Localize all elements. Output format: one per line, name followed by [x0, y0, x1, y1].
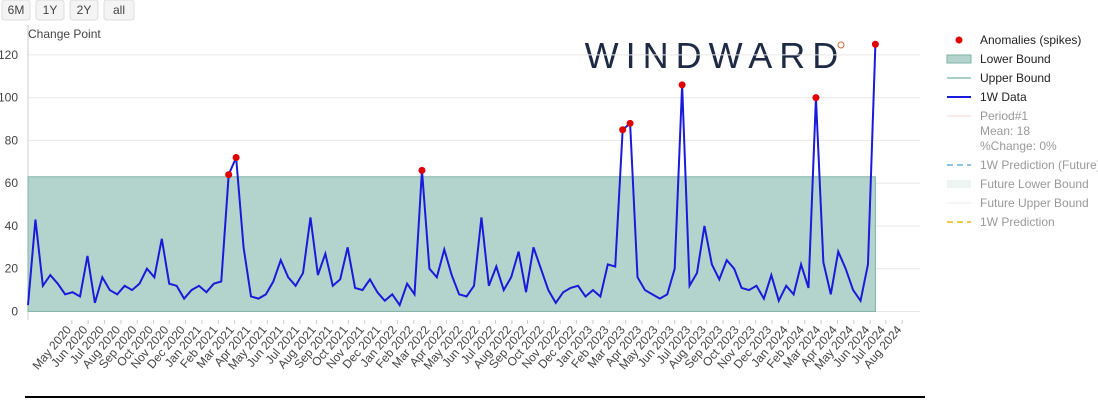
button-label[interactable]: all — [113, 3, 125, 17]
range-button[interactable]: all — [103, 0, 135, 21]
y-tick-label: 100 — [0, 91, 18, 105]
legend-item[interactable]: Period#1 — [947, 109, 1028, 123]
legend-item[interactable]: Lower Bound — [946, 52, 1051, 66]
legend-item[interactable]: 1W Data — [947, 90, 1027, 104]
legend-item[interactable]: Future Lower Bound — [947, 177, 1089, 191]
legend-label: 1W Prediction (Future) — [980, 158, 1098, 172]
legend-label: 1W Prediction — [980, 215, 1055, 229]
anomaly-point — [678, 81, 686, 89]
button-bg[interactable] — [103, 0, 135, 21]
legend-swatch — [955, 36, 963, 44]
button-label[interactable]: 2Y — [77, 3, 92, 17]
y-tick-label: 80 — [5, 133, 19, 147]
legend-label: Mean: 18 — [980, 124, 1030, 138]
button-bg[interactable] — [35, 0, 65, 21]
range-button[interactable]: 6M — [1, 0, 31, 21]
legend-swatch — [946, 54, 972, 64]
button-bg[interactable] — [1, 0, 31, 21]
y-tick-label: 120 — [0, 48, 18, 62]
legend-label: %Change: 0% — [980, 139, 1057, 153]
legend-label: Lower Bound — [980, 52, 1051, 66]
legend-item[interactable]: 1W Prediction — [947, 215, 1055, 229]
button-label[interactable]: 1Y — [43, 3, 58, 17]
logo: WINDWARD — [585, 35, 846, 76]
legend-label: Period#1 — [980, 109, 1028, 123]
y-tick-label: 60 — [5, 176, 19, 190]
annotation: Change Point — [28, 27, 101, 41]
legend-item[interactable]: 1W Prediction (Future) — [947, 158, 1098, 172]
anomaly-point — [232, 154, 240, 162]
legend-item[interactable]: Mean: 18 — [980, 124, 1030, 138]
legend-item[interactable]: Upper Bound — [947, 71, 1051, 85]
anomaly-point — [812, 94, 820, 102]
anomaly-point — [619, 126, 627, 134]
legend-label: 1W Data — [980, 90, 1027, 104]
anomaly-point — [871, 40, 879, 48]
range-button[interactable]: 1Y — [35, 0, 65, 21]
legend-label: Future Upper Bound — [980, 196, 1089, 210]
anomaly-point — [626, 119, 634, 127]
y-tick-label: 0 — [11, 304, 18, 318]
button-bg[interactable] — [69, 0, 99, 21]
logo-mark — [837, 41, 845, 49]
anomaly-point — [418, 166, 426, 174]
data-line — [27, 44, 877, 308]
bound-band — [27, 176, 876, 312]
anomaly-point — [225, 171, 233, 179]
legend-item[interactable]: Anomalies (spikes) — [955, 33, 1082, 47]
legend-swatch — [947, 180, 971, 188]
legend-label: Anomalies (spikes) — [980, 33, 1081, 47]
legend-item[interactable]: %Change: 0% — [980, 139, 1057, 153]
range-button[interactable]: 2Y — [69, 0, 99, 21]
legend-item[interactable]: Future Upper Bound — [947, 196, 1089, 210]
y-tick-label: 20 — [5, 262, 19, 276]
y-tick-label: 40 — [5, 219, 19, 233]
legend-label: Upper Bound — [980, 71, 1051, 85]
legend-label: Future Lower Bound — [980, 177, 1089, 191]
button-label[interactable]: 6M — [8, 3, 25, 17]
